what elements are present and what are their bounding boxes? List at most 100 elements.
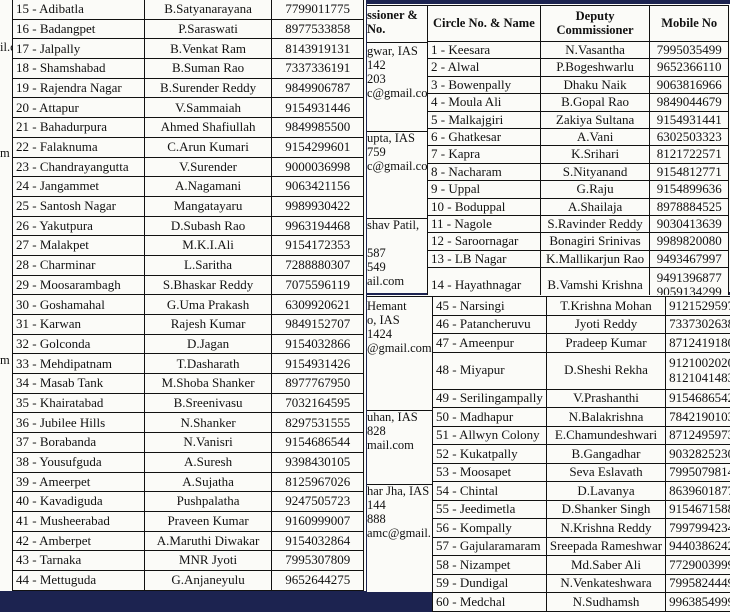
deputy-commissioner: V.Prashanthi [546, 389, 665, 408]
deputy-commissioner: A.Vani [540, 128, 650, 145]
deputy-commissioner: B.Surender Reddy [144, 78, 272, 98]
commissioner-fragment-line: 142 [367, 58, 427, 72]
mobile-number: 9121529597 [666, 297, 730, 316]
deputy-commissioner: Dhaku Naik [540, 76, 650, 93]
circle-name: 50 - Madhapur [433, 408, 547, 427]
mobile-number: 9989820080 [650, 233, 729, 250]
deputy-commissioner: S.Nityanand [540, 163, 650, 180]
commissioner-fragment-line: upta, IAS [367, 131, 427, 145]
circle-name: 10 - Boduppal [428, 198, 541, 215]
circle-name: 32 - Golconda [13, 334, 145, 354]
circle-name: 60 - Medchal [433, 593, 547, 612]
circle-name: 31 - Karwan [13, 315, 145, 335]
mobile-number: 8978884525 [650, 198, 729, 215]
circle-name: 11 - Nagole [428, 215, 541, 232]
deputy-commissioner: N.Balakrishna [546, 408, 665, 427]
mobile-number: 9154172353 [272, 236, 364, 256]
circle-name: 6 - Ghatkesar [428, 128, 541, 145]
deputy-commissioner: B.Suman Rao [144, 59, 272, 79]
mobile-number: 9849152707 [272, 315, 364, 335]
deputy-commissioner: V.Surender [144, 157, 272, 177]
deputy-commissioner: N.Krishna Reddy [546, 519, 665, 538]
circle-name: 55 - Jeedimetla [433, 500, 547, 519]
mobile-number: 8143919131 [272, 39, 364, 59]
mobile-number: 9652366110 [650, 59, 729, 76]
mobile-number: 9121002020 8121041483 [666, 352, 730, 389]
commissioner-fragment-line: c@gmail.co [367, 159, 427, 173]
mobile-number: 7799011775 [272, 0, 364, 19]
mobile-number: 9030413639 [650, 215, 729, 232]
commissioner-fragment-line: @gmail.com [367, 341, 432, 355]
header-mobile: Mobile No [650, 6, 729, 42]
mobile-number: 9849985500 [272, 118, 364, 138]
commissioner-fragment-line: o, IAS [367, 313, 432, 327]
deputy-commissioner: E.Chamundeshwari [546, 426, 665, 445]
circle-name: 37 - Borabanda [13, 433, 145, 453]
commissioner-fragment-line: ail.com [367, 274, 427, 288]
circle-name: 22 - Falaknuma [13, 137, 145, 157]
mobile-number: 9652644275 [272, 570, 364, 590]
mobile-number: 9154671588 [666, 500, 730, 519]
circle-name: 47 - Ameenpur [433, 334, 547, 353]
deputy-commissioner: K.Mallikarjun Rao [540, 250, 650, 267]
commissioner-fragment-line: har Jha, IAS [367, 484, 432, 498]
mobile-number: 9154899636 [650, 181, 729, 198]
mobile-number: 7075596119 [272, 275, 364, 295]
commissioner-fragment-line: c@gmail.co [367, 86, 427, 100]
mobile-number: 9154931426 [272, 354, 364, 374]
commissioner-fragment-line: mail.com [367, 438, 432, 452]
circle-name: 17 - Jalpally [13, 39, 145, 59]
circle-name: 24 - Jangammet [13, 177, 145, 197]
circle-name: 20 - Attapur [13, 98, 145, 118]
deputy-commissioner: N.Sudhamsh [546, 593, 665, 612]
mobile-number: 9154299601 [272, 137, 364, 157]
mobile-number: 7288880307 [272, 255, 364, 275]
mobile-number: 9063421156 [272, 177, 364, 197]
circle-name: 53 - Moosapet [433, 463, 547, 482]
circle-name: 39 - Ameerpet [13, 472, 145, 492]
deputy-commissioner: V.Sammaiah [144, 98, 272, 118]
deputy-commissioner: B.Satyanarayana [144, 0, 272, 19]
mobile-number: 7995307809 [272, 551, 364, 571]
circle-name: 13 - LB Nagar [428, 250, 541, 267]
mobile-number: 9154032864 [272, 531, 364, 551]
deputy-commissioner: N.Vasantha [540, 42, 650, 59]
left-fragment: m [0, 146, 10, 161]
deputy-commissioner: A.Sujatha [144, 472, 272, 492]
mobile-number: 9154931441 [650, 111, 729, 128]
mobile-number: 8712419180 [666, 334, 730, 353]
mobile-number: 7995035499 [650, 42, 729, 59]
circle-name: 59 - Dundigal [433, 574, 547, 593]
mobile-number: 9963194468 [272, 216, 364, 236]
mobile-number: 9032825230 [666, 445, 730, 464]
mobile-number: 8977533858 [272, 19, 364, 39]
mobile-number: 8121722571 [650, 146, 729, 163]
circle-name: 3 - Bowenpally [428, 76, 541, 93]
circle-name: 52 - Kukatpally [433, 445, 547, 464]
